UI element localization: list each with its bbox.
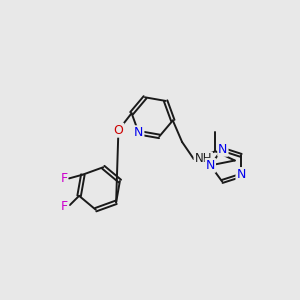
Text: N: N xyxy=(236,168,246,181)
Text: NH: NH xyxy=(194,152,212,166)
Text: O: O xyxy=(113,124,123,137)
Text: F: F xyxy=(61,200,68,213)
Text: N: N xyxy=(218,143,228,156)
Text: F: F xyxy=(60,172,68,185)
Text: N: N xyxy=(206,159,215,172)
Text: N: N xyxy=(134,126,143,139)
